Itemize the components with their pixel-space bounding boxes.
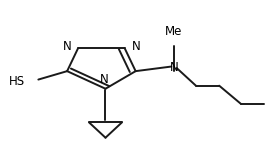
Text: Me: Me [165,25,183,38]
Text: N: N [132,41,140,53]
Text: HS: HS [8,75,25,88]
Text: N: N [62,41,71,53]
Text: N: N [100,73,109,86]
Text: N: N [170,61,178,74]
